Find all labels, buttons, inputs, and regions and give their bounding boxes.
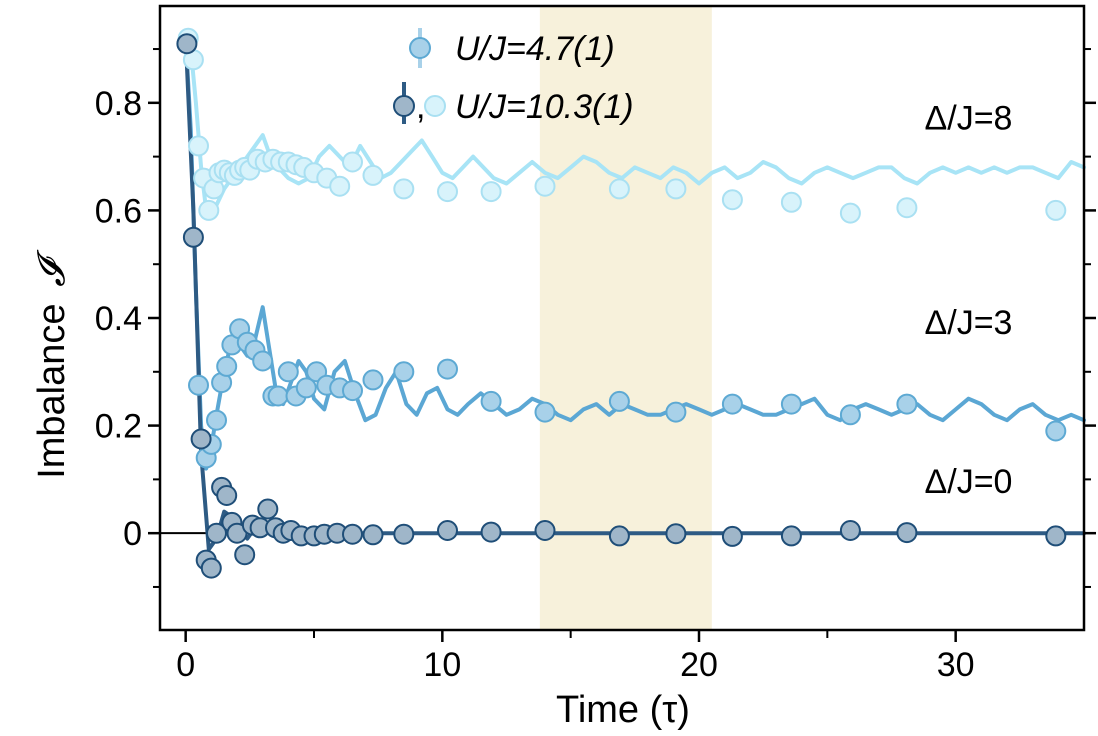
data-point bbox=[234, 544, 256, 566]
annotations: Δ/J=8 Δ/J=3 Δ/J=0 bbox=[925, 100, 1013, 501]
data-point bbox=[534, 175, 556, 197]
data-point bbox=[721, 525, 743, 547]
data-point bbox=[1045, 420, 1067, 442]
data-point bbox=[188, 135, 209, 157]
data-point bbox=[393, 178, 415, 200]
data-point bbox=[780, 191, 802, 213]
data-point bbox=[437, 358, 458, 380]
data-point bbox=[176, 33, 198, 55]
data-point bbox=[437, 181, 458, 203]
y-axis-label-text: Imbalance bbox=[31, 303, 73, 478]
data-point bbox=[1045, 525, 1067, 547]
data-point bbox=[839, 202, 861, 224]
data-point bbox=[896, 197, 918, 219]
svg-text:Imbalance 𝓘: Imbalance 𝓘 bbox=[29, 249, 73, 479]
data-point bbox=[252, 350, 274, 372]
data-point bbox=[200, 557, 222, 579]
data-point bbox=[216, 355, 238, 377]
data-point bbox=[896, 522, 918, 544]
data-point bbox=[665, 401, 687, 423]
legend-label-2: U/J=10.3(1) bbox=[455, 88, 634, 126]
data-point bbox=[480, 521, 502, 543]
data-point bbox=[480, 181, 502, 203]
data-point bbox=[267, 385, 289, 407]
y-axis-label: Imbalance 𝓘 bbox=[29, 249, 73, 479]
annotation-label: Δ/J=8 bbox=[925, 100, 1013, 138]
data-point bbox=[780, 525, 802, 547]
data-point bbox=[608, 525, 630, 547]
legend: U/J=4.7(1) , U/J=10.3(1) bbox=[393, 28, 634, 126]
axis-ticks: 0 10 20 30 0 0.2 0.4 0.6 0.8 bbox=[95, 48, 1096, 684]
x-tick-label: 10 bbox=[423, 646, 461, 684]
data-point bbox=[198, 199, 220, 221]
legend-marker-1 bbox=[409, 37, 431, 59]
data-point bbox=[534, 401, 556, 423]
y-tick-label: 0.2 bbox=[95, 408, 142, 446]
data-point bbox=[1045, 199, 1067, 221]
annotation-label: Δ/J=0 bbox=[925, 463, 1013, 501]
data-point bbox=[342, 380, 363, 402]
data-point bbox=[839, 404, 861, 426]
x-tick-label: 20 bbox=[680, 646, 718, 684]
data-point bbox=[480, 390, 502, 412]
x-tick-label: 0 bbox=[176, 646, 195, 684]
data-point bbox=[257, 498, 279, 520]
data-point bbox=[665, 523, 687, 545]
data-point bbox=[665, 178, 687, 200]
data-point bbox=[295, 377, 317, 399]
data-point bbox=[182, 226, 204, 248]
x-axis-label: Time (τ) bbox=[556, 689, 690, 731]
data-point bbox=[329, 175, 351, 197]
shaded-region bbox=[539, 6, 712, 630]
y-tick-label: 0.4 bbox=[95, 300, 142, 338]
data-point bbox=[362, 524, 384, 546]
x-tick-label: 30 bbox=[937, 646, 975, 684]
data-point bbox=[206, 409, 227, 431]
data-point bbox=[839, 520, 861, 541]
data-point bbox=[362, 164, 384, 186]
data-point bbox=[393, 361, 415, 383]
data-point bbox=[342, 523, 363, 545]
data-point bbox=[534, 520, 556, 541]
data-point bbox=[190, 428, 212, 450]
legend-marker-2b bbox=[424, 95, 446, 117]
data-point bbox=[188, 374, 209, 396]
data-point bbox=[608, 390, 630, 412]
data-point bbox=[277, 361, 299, 383]
data-point bbox=[721, 189, 743, 211]
legend-marker-2a bbox=[393, 95, 415, 117]
data-point bbox=[216, 485, 238, 506]
annotation-label: Δ/J=3 bbox=[925, 304, 1013, 342]
legend-separator: , bbox=[416, 88, 425, 126]
data-point bbox=[721, 393, 743, 415]
data-point bbox=[362, 369, 384, 391]
data-point bbox=[342, 151, 363, 173]
data-point bbox=[780, 393, 802, 415]
data-point bbox=[437, 520, 458, 541]
series-points bbox=[176, 27, 1067, 579]
y-tick-label: 0 bbox=[123, 515, 142, 553]
y-tick-label: 0.8 bbox=[95, 85, 142, 123]
data-point bbox=[393, 523, 415, 545]
data-point bbox=[896, 393, 918, 415]
y-axis-label-symbol: 𝓘 bbox=[29, 249, 73, 287]
legend-label-1: U/J=4.7(1) bbox=[455, 30, 615, 68]
data-point bbox=[608, 178, 630, 200]
data-point bbox=[206, 522, 227, 544]
y-tick-label: 0.6 bbox=[95, 192, 142, 230]
